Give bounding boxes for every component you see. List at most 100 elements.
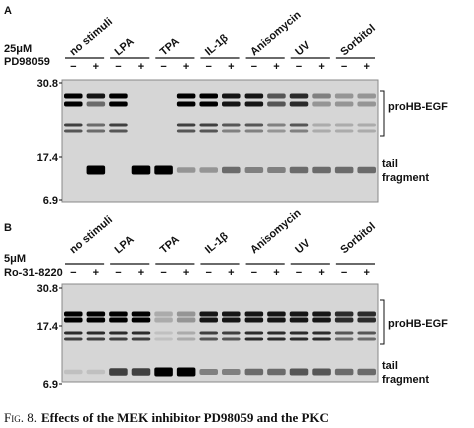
band — [289, 311, 309, 317]
band — [176, 311, 196, 317]
band — [64, 311, 83, 317]
band — [267, 101, 286, 107]
band — [199, 369, 218, 375]
sign: − — [341, 61, 347, 73]
band — [244, 167, 264, 173]
group-label: IL-1β — [203, 32, 231, 58]
sign: + — [228, 267, 234, 279]
band — [154, 337, 173, 341]
band — [334, 311, 354, 317]
band-label: tail — [382, 360, 398, 372]
band — [131, 331, 151, 335]
sign: + — [183, 267, 189, 279]
band — [357, 101, 376, 107]
sign: + — [138, 267, 144, 279]
sign: − — [115, 61, 121, 73]
sign: − — [341, 267, 347, 279]
band — [244, 311, 264, 317]
band — [131, 311, 151, 317]
band — [289, 101, 309, 107]
band — [154, 165, 173, 175]
band — [334, 337, 354, 341]
sign: − — [251, 61, 257, 73]
sign: + — [273, 61, 279, 73]
band — [154, 311, 173, 317]
band — [289, 337, 309, 341]
band — [109, 311, 128, 317]
marker-label: 30.8 — [37, 283, 58, 295]
band — [334, 129, 354, 133]
band — [64, 331, 83, 335]
band — [357, 123, 376, 127]
band — [222, 93, 241, 99]
band — [267, 368, 286, 376]
band — [64, 317, 83, 323]
band — [334, 368, 354, 376]
band — [244, 337, 264, 341]
band — [222, 337, 241, 341]
band — [267, 129, 286, 133]
band — [289, 129, 309, 133]
band — [131, 165, 151, 175]
band — [64, 101, 83, 107]
sign: − — [160, 267, 166, 279]
sign: − — [205, 61, 211, 73]
band-label: fragment — [382, 172, 429, 184]
sign: + — [228, 61, 234, 73]
band — [334, 331, 354, 335]
band — [199, 331, 218, 335]
treatment-label: 5μM — [4, 253, 26, 265]
band — [64, 93, 83, 99]
sign: − — [70, 61, 76, 73]
band — [244, 101, 264, 107]
band-label: proHB-EGF — [388, 318, 448, 330]
band — [334, 123, 354, 127]
band — [86, 311, 106, 317]
band — [334, 101, 354, 107]
band — [222, 369, 241, 375]
band — [244, 129, 264, 133]
band — [109, 337, 128, 341]
band — [312, 123, 331, 127]
group-label: UV — [293, 237, 313, 256]
blot — [61, 79, 379, 203]
group-label: no stimuli — [68, 16, 116, 59]
band-label: proHB-EGF — [388, 101, 448, 113]
band — [131, 317, 151, 323]
band — [357, 317, 376, 323]
band — [312, 368, 331, 376]
band — [289, 317, 309, 323]
band — [109, 123, 128, 127]
band — [109, 331, 128, 335]
band — [312, 317, 331, 323]
group-label: Sorbitol — [338, 220, 378, 256]
sign: + — [93, 267, 99, 279]
sign: − — [70, 267, 76, 279]
band — [86, 331, 106, 335]
group-label: LPA — [113, 233, 137, 256]
band — [244, 368, 264, 376]
band — [176, 337, 196, 341]
band — [86, 165, 106, 175]
band — [176, 93, 196, 99]
band — [267, 317, 286, 323]
sign: + — [363, 61, 369, 73]
band — [109, 93, 128, 99]
group-label: TPA — [158, 233, 182, 256]
band — [267, 93, 286, 99]
band — [312, 311, 331, 317]
band — [312, 337, 331, 341]
band — [289, 331, 309, 335]
band — [64, 123, 83, 127]
band — [222, 101, 241, 107]
band — [176, 123, 196, 127]
caption: Fig. 8. Effects of the MEK inhibitor PD98… — [4, 410, 329, 425]
band — [176, 167, 196, 173]
band — [199, 101, 218, 107]
band — [222, 123, 241, 127]
band — [244, 317, 264, 323]
group-label: no stimuli — [68, 214, 116, 257]
band — [86, 129, 106, 133]
band — [199, 337, 218, 341]
